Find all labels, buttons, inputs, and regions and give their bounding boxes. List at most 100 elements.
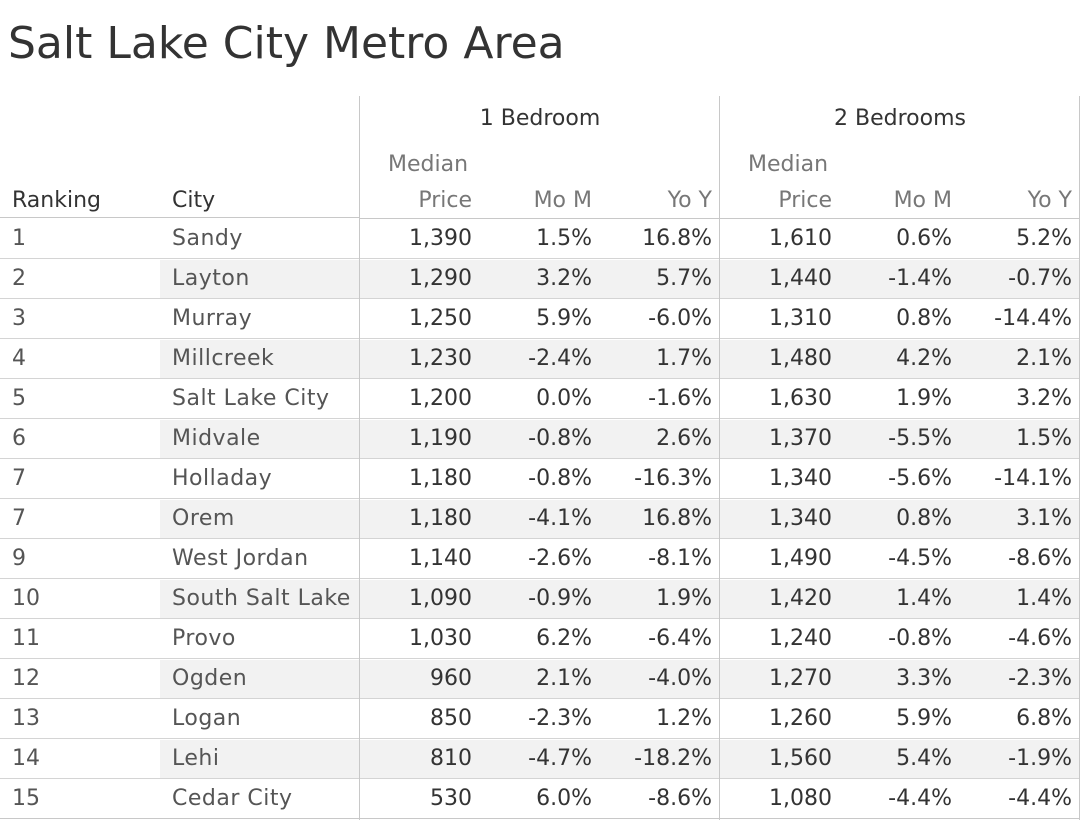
cell-b1-mom: -0.8% xyxy=(528,466,592,491)
cell-b2-yoy: 1.4% xyxy=(1016,586,1072,611)
row-band xyxy=(160,340,1080,378)
cell-b1-mom: -0.9% xyxy=(528,586,592,611)
col-header-b2-median: Median xyxy=(748,152,829,177)
cell-b1-yoy: -16.3% xyxy=(634,466,712,491)
cell-b2-price: 1,310 xyxy=(769,306,832,331)
col-header-b2-price: Price xyxy=(778,188,832,213)
col-header-b2-yoy: Yo Y xyxy=(1027,188,1072,213)
cell-b1-mom: 5.9% xyxy=(536,306,592,331)
cell-b2-mom: -4.4% xyxy=(888,786,952,811)
cell-b2-price: 1,370 xyxy=(769,426,832,451)
cell-city: Millcreek xyxy=(172,346,275,371)
cell-b2-price: 1,420 xyxy=(769,586,832,611)
cell-b1-yoy: -6.0% xyxy=(648,306,712,331)
cell-b2-mom: 0.8% xyxy=(896,306,952,331)
cell-b2-price: 1,480 xyxy=(769,346,832,371)
cell-city: Orem xyxy=(172,506,235,531)
row-divider xyxy=(0,658,1080,659)
cell-b2-mom: 5.9% xyxy=(896,706,952,731)
cell-b2-mom: 0.8% xyxy=(896,506,952,531)
cell-b2-yoy: -1.9% xyxy=(1008,746,1072,771)
cell-city: Logan xyxy=(172,706,242,731)
cell-b2-mom: -1.4% xyxy=(888,266,952,291)
cell-b1-mom: 2.1% xyxy=(536,666,592,691)
row-divider xyxy=(0,258,1080,259)
row-divider xyxy=(0,698,1080,699)
cell-b1-mom: -2.3% xyxy=(528,706,592,731)
row-divider xyxy=(0,418,1080,419)
row-divider xyxy=(0,618,1080,619)
cell-b1-price: 1,190 xyxy=(409,426,472,451)
cell-b1-mom: 1.5% xyxy=(536,226,592,251)
col-header-ranking: Ranking xyxy=(12,188,101,213)
cell-b1-yoy: -8.6% xyxy=(648,786,712,811)
cell-b2-yoy: 2.1% xyxy=(1016,346,1072,371)
col-header-city: City xyxy=(172,188,216,213)
cell-b2-yoy: -4.6% xyxy=(1008,626,1072,651)
cell-b2-price: 1,340 xyxy=(769,466,832,491)
row-divider xyxy=(0,578,1080,579)
cell-b1-yoy: 1.9% xyxy=(656,586,712,611)
cell-b1-price: 1,390 xyxy=(409,226,472,251)
cell-b2-price: 1,560 xyxy=(769,746,832,771)
cell-b1-yoy: -18.2% xyxy=(634,746,712,771)
header-underline xyxy=(0,217,359,218)
row-divider xyxy=(0,778,1080,779)
cell-b1-price: 1,140 xyxy=(409,546,472,571)
cell-b1-mom: -4.7% xyxy=(528,746,592,771)
row-divider xyxy=(0,498,1080,499)
cell-b2-price: 1,080 xyxy=(769,786,832,811)
cell-b2-yoy: 1.5% xyxy=(1016,426,1072,451)
cell-b2-yoy: 5.2% xyxy=(1016,226,1072,251)
cell-b2-yoy: -0.7% xyxy=(1008,266,1072,291)
cell-b2-mom: -4.5% xyxy=(888,546,952,571)
cell-b1-price: 850 xyxy=(430,706,472,731)
cell-city: Salt Lake City xyxy=(172,386,330,411)
cell-b2-price: 1,490 xyxy=(769,546,832,571)
cell-b2-mom: -0.8% xyxy=(888,626,952,651)
col-header-b1-median: Median xyxy=(388,152,469,177)
col-header-b2-mom: Mo M xyxy=(893,188,952,213)
cell-ranking: 9 xyxy=(12,546,26,571)
cell-b1-mom: 6.2% xyxy=(536,626,592,651)
cell-b1-mom: 6.0% xyxy=(536,786,592,811)
cell-b1-mom: 3.2% xyxy=(536,266,592,291)
cell-ranking: 3 xyxy=(12,306,26,331)
cell-city: Midvale xyxy=(172,426,261,451)
cell-b2-yoy: -4.4% xyxy=(1008,786,1072,811)
cell-b1-price: 1,030 xyxy=(409,626,472,651)
cell-b2-mom: 3.3% xyxy=(896,666,952,691)
table-bottom-line xyxy=(0,818,1080,819)
cell-city: Holladay xyxy=(172,466,273,491)
row-band xyxy=(160,260,1080,298)
cell-ranking: 10 xyxy=(12,586,40,611)
divider-right xyxy=(1079,96,1080,820)
cell-city: Provo xyxy=(172,626,236,651)
cell-city: West Jordan xyxy=(172,546,309,571)
group-header-2-bedrooms: 2 Bedrooms xyxy=(834,106,966,131)
cell-b1-yoy: 2.6% xyxy=(656,426,712,451)
cell-b1-mom: 0.0% xyxy=(536,386,592,411)
cell-b2-mom: 1.9% xyxy=(896,386,952,411)
cell-b1-price: 530 xyxy=(430,786,472,811)
cell-b2-mom: -5.5% xyxy=(888,426,952,451)
cell-b2-mom: 0.6% xyxy=(896,226,952,251)
cell-b1-price: 1,090 xyxy=(409,586,472,611)
row-divider xyxy=(0,538,1080,539)
cell-b1-yoy: 1.7% xyxy=(656,346,712,371)
cell-b1-price: 1,250 xyxy=(409,306,472,331)
cell-b1-price: 1,290 xyxy=(409,266,472,291)
cell-ranking: 7 xyxy=(12,466,26,491)
cell-b1-price: 1,180 xyxy=(409,466,472,491)
cell-city: Layton xyxy=(172,266,250,291)
row-band xyxy=(160,660,1080,698)
row-divider xyxy=(0,298,1080,299)
cell-b2-yoy: 3.2% xyxy=(1016,386,1072,411)
row-divider xyxy=(0,458,1080,459)
cell-b2-mom: 1.4% xyxy=(896,586,952,611)
cell-city: Lehi xyxy=(172,746,220,771)
cell-b1-price: 1,200 xyxy=(409,386,472,411)
cell-b2-yoy: -8.6% xyxy=(1008,546,1072,571)
cell-city: South Salt Lake xyxy=(172,586,351,611)
cell-b2-price: 1,610 xyxy=(769,226,832,251)
